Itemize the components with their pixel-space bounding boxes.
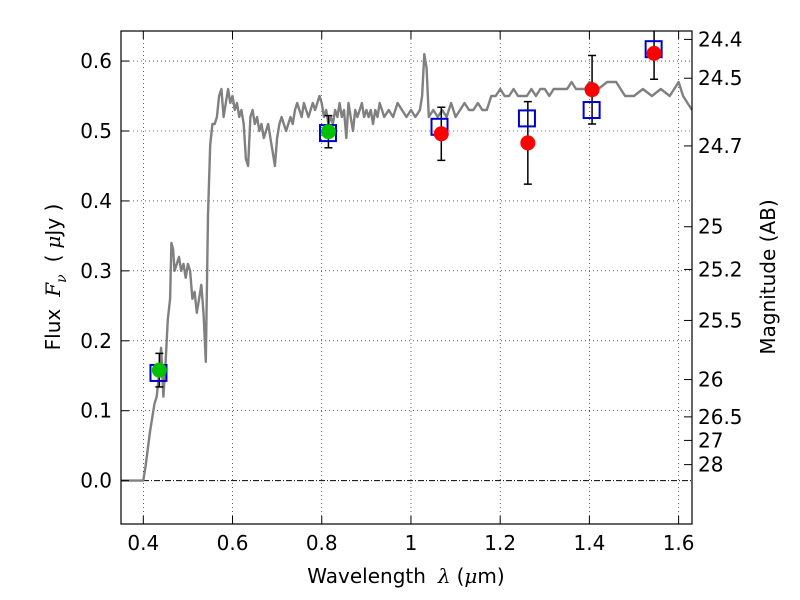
y2-axis-title: Magnitude (AB) (756, 199, 780, 354)
y-tick-label: 0.4 (80, 189, 112, 213)
x-axis-title: Wavelength λ (μm) (307, 564, 504, 588)
x-tick-label: 1.6 (663, 531, 695, 555)
tick-marks (121, 31, 692, 524)
y-tick-label: 0.6 (80, 49, 112, 73)
y2-tick-label: 26 (698, 368, 723, 392)
y2-tick-label: 28 (698, 453, 723, 477)
x-tick-label: 1.4 (573, 531, 605, 555)
y2-tick-label: 25.2 (698, 257, 743, 281)
observed-flux-point (646, 45, 662, 61)
model-flux-square-marker (582, 101, 601, 120)
y-tick-label: 0.5 (80, 119, 112, 143)
tick-labels: 0.4 0.6 0.8 1 1.2 1.4 1.6 0.0 0.1 0.2 0.3 0.4 0.5 0.6… (80, 27, 742, 555)
observed-flux-point (433, 126, 449, 142)
x-tick-label: 0.8 (306, 531, 338, 555)
y-tick-label: 0.1 (80, 399, 112, 423)
observed-flux-point (584, 82, 600, 98)
x-tick-label: 0.4 (127, 531, 159, 555)
x-tick-label: 0.6 (217, 531, 249, 555)
y2-tick-label: 24.5 (698, 66, 743, 90)
y-tick-label: 0.3 (80, 259, 112, 283)
y2-tick-label: 27 (698, 428, 723, 452)
model-flux-square-marker (517, 109, 536, 128)
y2-tick-label: 26.5 (698, 405, 743, 429)
observed-flux-point (320, 124, 336, 140)
observed-flux-point (151, 362, 167, 378)
y2-tick-label: 24.7 (698, 134, 743, 158)
y2-tick-label: 25.5 (698, 308, 743, 332)
y2-tick-label: 24.4 (698, 27, 743, 51)
x-tick-label: 1.2 (484, 531, 516, 555)
y-tick-label: 0.0 (80, 469, 112, 493)
y2-tick-label: 25 (698, 215, 723, 239)
model-spectrum-line (121, 52, 692, 482)
y-tick-label: 0.2 (80, 329, 112, 353)
series-layer (121, 31, 692, 482)
plot-frame (120, 30, 693, 525)
y-axis-title: FluxFν(μJy ) (41, 204, 70, 351)
x-tick-label: 1 (405, 531, 418, 555)
observed-flux-point (520, 135, 536, 151)
